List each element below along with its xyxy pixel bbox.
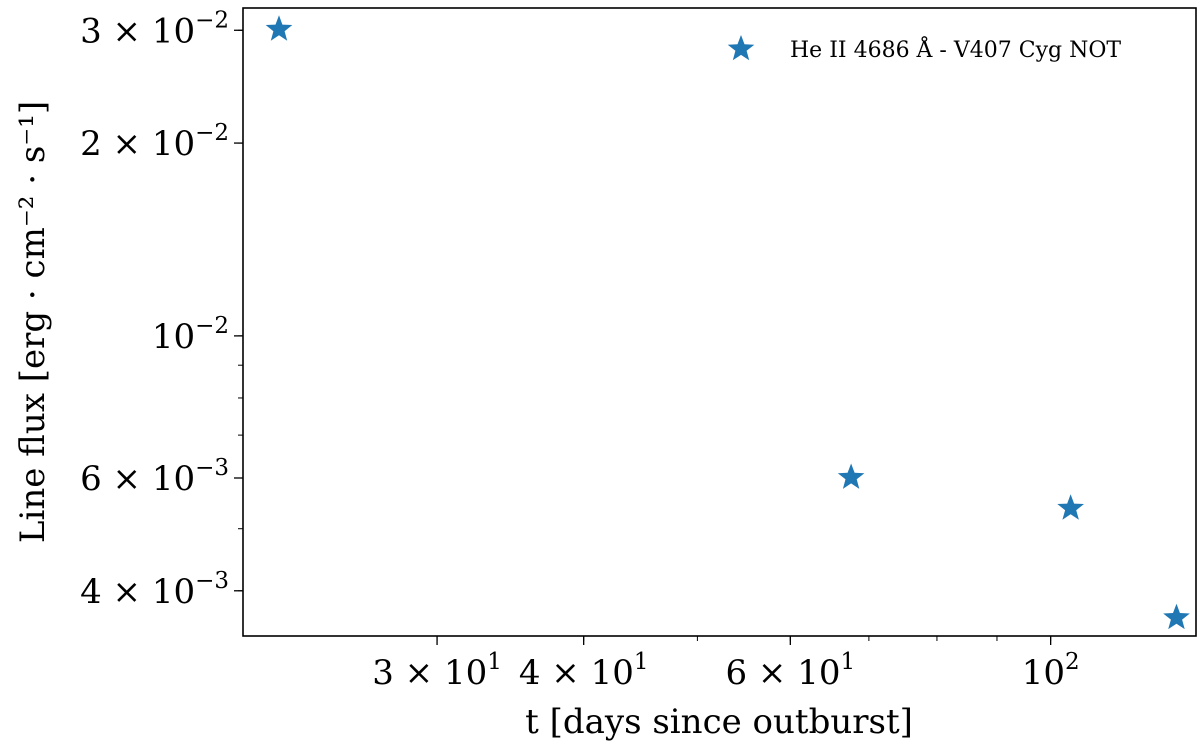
- data-point-star: [837, 463, 865, 489]
- y-tick-label: 3 × 10−2: [80, 7, 229, 51]
- legend: He II 4686 Å - V407 Cyg NOT: [727, 35, 1121, 63]
- major-ticks: [234, 29, 1052, 645]
- data-point-star: [1057, 494, 1084, 520]
- x-tick-label: 4 × 101: [519, 649, 649, 693]
- y-tick-label: 2 × 10−2: [80, 120, 229, 164]
- x-tick-label: 3 × 101: [372, 649, 502, 693]
- y-axis-label: Line flux [erg · cm⁻² · s⁻¹]: [13, 101, 53, 543]
- y-tick-label: 6 × 10−3: [80, 455, 229, 499]
- data-points: [265, 15, 1190, 630]
- y-tick-label: 4 × 10−3: [80, 568, 229, 612]
- x-tick-label: 6 × 101: [725, 649, 855, 693]
- legend-star-icon: [727, 35, 755, 61]
- x-tick-labels: 3 × 101 4 × 101 6 × 101 102: [372, 649, 1079, 693]
- legend-marker: [727, 35, 755, 61]
- x-tick-label: 102: [1022, 649, 1080, 693]
- data-point-star: [1163, 603, 1190, 630]
- minor-ticks: [238, 29, 1052, 641]
- plot-frame: [242, 7, 1197, 637]
- y-tick-labels: 4 × 10−3 6 × 10−3 10−2 2 × 10−2 3 × 10−2: [80, 7, 229, 612]
- x-axis-label: t [days since outburst]: [525, 702, 913, 742]
- y-tick-label: 10−2: [152, 313, 229, 357]
- data-point-star: [265, 15, 293, 41]
- legend-label: He II 4686 Å - V407 Cyg NOT: [790, 35, 1121, 63]
